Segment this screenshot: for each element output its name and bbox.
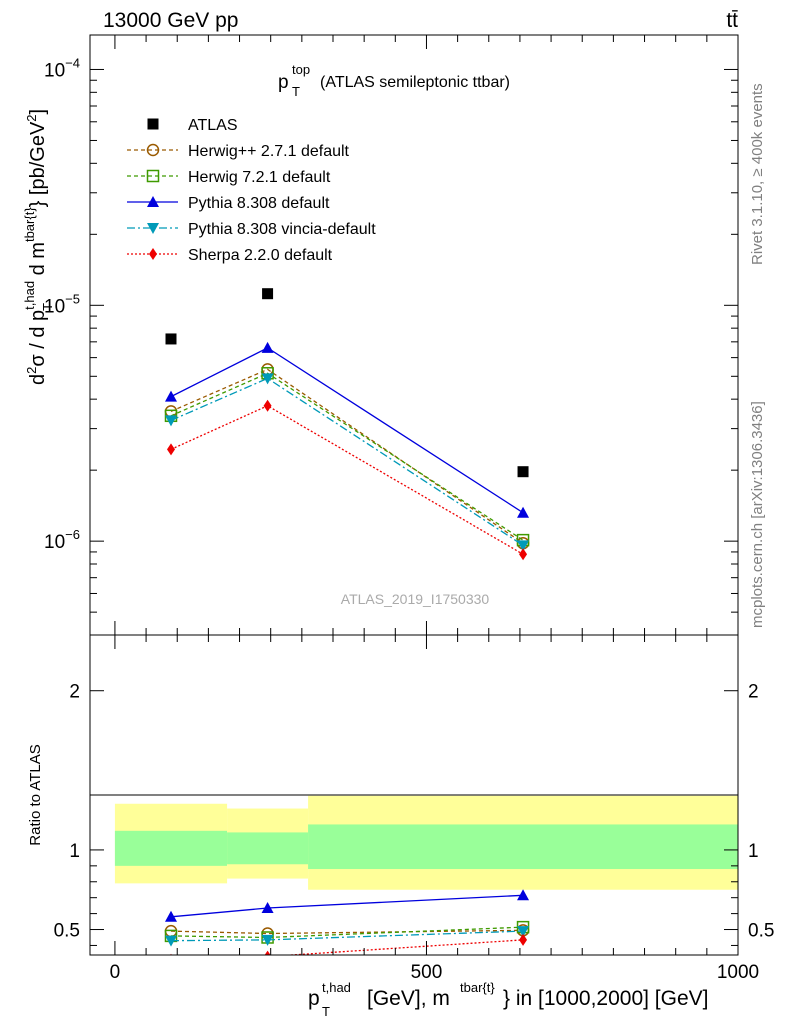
ratio-band-inner bbox=[114, 830, 228, 866]
point-atlas bbox=[262, 288, 274, 300]
main-ytick-label: 10−5 bbox=[44, 291, 80, 317]
ratio-xtick-label: 1000 bbox=[717, 962, 759, 983]
ratio-line-sherpa bbox=[281, 939, 524, 955]
plot-title-sub: T bbox=[292, 84, 300, 99]
main-ytick-exp: −4 bbox=[65, 55, 80, 70]
xlabel-main: p bbox=[308, 987, 320, 1010]
ratio-ytick-label-right: 0.5 bbox=[748, 921, 774, 942]
main-ytick-base: 10 bbox=[44, 532, 65, 553]
series-line-pythia bbox=[170, 347, 524, 514]
ratio-point-vincia bbox=[261, 934, 274, 946]
ratio-band-inner bbox=[308, 824, 738, 870]
main-series bbox=[164, 288, 530, 561]
legend: ATLAS Herwig++ 2.7.1 default Herwig 7.2.1 … bbox=[127, 117, 376, 264]
legend-marker-vincia bbox=[147, 223, 159, 234]
rivet-label: Rivet 3.1.10, ≥ 400k events bbox=[749, 83, 766, 265]
ratio-ylabel: Ratio to ATLAS bbox=[27, 744, 44, 845]
legend-marker-atlas bbox=[147, 118, 159, 130]
series-line-herwigpp bbox=[170, 368, 524, 544]
ratio-ytick-label-left: 1 bbox=[69, 841, 80, 862]
xlabel-sup: t,had bbox=[322, 980, 351, 995]
legend-marker-herwigpp bbox=[146, 143, 160, 157]
xlabel-unit: [GeV], m bbox=[367, 987, 450, 1010]
point-pythia bbox=[261, 341, 274, 353]
xlabel-sup2: tbar{t} bbox=[460, 980, 495, 995]
point-vincia bbox=[517, 540, 530, 552]
ratio-ytick-labels: 0.5 0.5 1 1 2 2 bbox=[54, 682, 775, 942]
legend-label-herwig7: Herwig 7.2.1 default bbox=[188, 169, 331, 186]
main-panel: 10−610−510−4 p top T (ATLAS semileptonic… bbox=[22, 34, 739, 636]
ratio-point-sherpa bbox=[170, 953, 172, 955]
plot-title-sup: top bbox=[292, 62, 310, 77]
point-atlas bbox=[165, 333, 177, 345]
point-sherpa bbox=[519, 548, 528, 561]
ratio-xtick-label: 0 bbox=[110, 962, 121, 983]
ratio-ytick-label-left: 2 bbox=[69, 682, 80, 703]
point-vincia bbox=[165, 415, 177, 427]
ratio-line-herwig7 bbox=[170, 926, 524, 939]
analysis-watermark: ATLAS_2019_I1750330 bbox=[341, 591, 490, 607]
main-ytick-base: 10 bbox=[44, 296, 65, 317]
ratio-point-vincia bbox=[165, 935, 177, 947]
plot-title-rest: (ATLAS semileptonic ttbar) bbox=[320, 74, 510, 91]
legend-label-pythia: Pythia 8.308 default bbox=[188, 195, 330, 212]
ratio-ticks bbox=[90, 635, 739, 955]
point-pythia bbox=[517, 506, 530, 518]
legend-label-herwigpp: Herwig++ 2.7.1 default bbox=[188, 143, 350, 160]
main-ytick-labels: 10−610−510−4 bbox=[44, 55, 80, 553]
ratio-ytick-label-right: 1 bbox=[748, 841, 759, 862]
legend-marker-sherpa bbox=[149, 248, 157, 260]
legend-label-sherpa: Sherpa 2.2.0 default bbox=[188, 247, 333, 264]
plot-title-main: p bbox=[278, 72, 289, 93]
main-ylabel: d2σ / d pt,had T d mtbar{t}} [pb/GeV2] bbox=[22, 109, 55, 385]
main-ticks bbox=[90, 35, 739, 636]
xlabel: p t,had T [GeV], m tbar{t} } in [1000,20… bbox=[308, 974, 709, 1021]
legend-label-vincia: Pythia 8.308 vincia-default bbox=[188, 221, 376, 238]
ratio-point-pythia bbox=[165, 910, 177, 922]
ratio-frame bbox=[89, 634, 739, 956]
ratio-xtick-label: 500 bbox=[411, 962, 443, 983]
point-sherpa bbox=[263, 399, 272, 412]
legend-label-atlas: ATLAS bbox=[188, 117, 238, 134]
main-ytick-label: 10−4 bbox=[44, 55, 80, 81]
ratio-ytick-label-left: 0.5 bbox=[54, 921, 80, 942]
ratio-band-inner bbox=[227, 832, 309, 865]
main-ytick-label: 10−6 bbox=[44, 527, 80, 553]
ratio-series bbox=[164, 889, 530, 955]
point-sherpa bbox=[167, 443, 175, 456]
xlabel-sub: T bbox=[322, 1004, 330, 1019]
header-final-state: tt̄ bbox=[726, 9, 738, 32]
plot-title: p bbox=[278, 72, 289, 93]
main-ytick-base: 10 bbox=[44, 60, 65, 81]
point-pythia bbox=[165, 390, 177, 402]
legend-marker-herwig7 bbox=[146, 169, 160, 183]
xlabel-rest: } in [1000,2000] [GeV] bbox=[503, 987, 709, 1010]
ratio-point-sherpa bbox=[519, 933, 528, 946]
ratio-point-sherpa bbox=[264, 950, 271, 955]
mcplots-label: mcplots.cern.ch [arXiv:1306.3436] bbox=[749, 401, 766, 628]
ratio-point-pythia bbox=[517, 889, 530, 901]
series-line-sherpa bbox=[170, 405, 524, 555]
ratio-line-pythia bbox=[170, 894, 524, 918]
main-ytick-exp: −6 bbox=[65, 527, 80, 542]
ratio-point-vincia bbox=[517, 926, 530, 938]
ratio-xtick-labels: 0 500 1000 bbox=[110, 962, 760, 983]
main-ytick-exp: −5 bbox=[65, 291, 80, 306]
header-process: 13000 GeV pp bbox=[103, 9, 238, 32]
legend-marker-pythia bbox=[147, 196, 159, 207]
ratio-bands bbox=[114, 795, 738, 890]
series-line-vincia bbox=[170, 377, 524, 546]
ratio-line-herwigpp bbox=[170, 929, 524, 935]
ratio-ytick-label-right: 2 bbox=[748, 682, 759, 703]
ratio-panel: 0.5 0.5 1 1 2 2 0 500 1000 Ratio to ATLAS p t,h… bbox=[27, 634, 775, 1021]
point-atlas bbox=[517, 466, 529, 478]
ratio-point-pythia bbox=[261, 902, 274, 914]
series-line-herwig7 bbox=[170, 372, 524, 541]
point-vincia bbox=[261, 373, 274, 385]
